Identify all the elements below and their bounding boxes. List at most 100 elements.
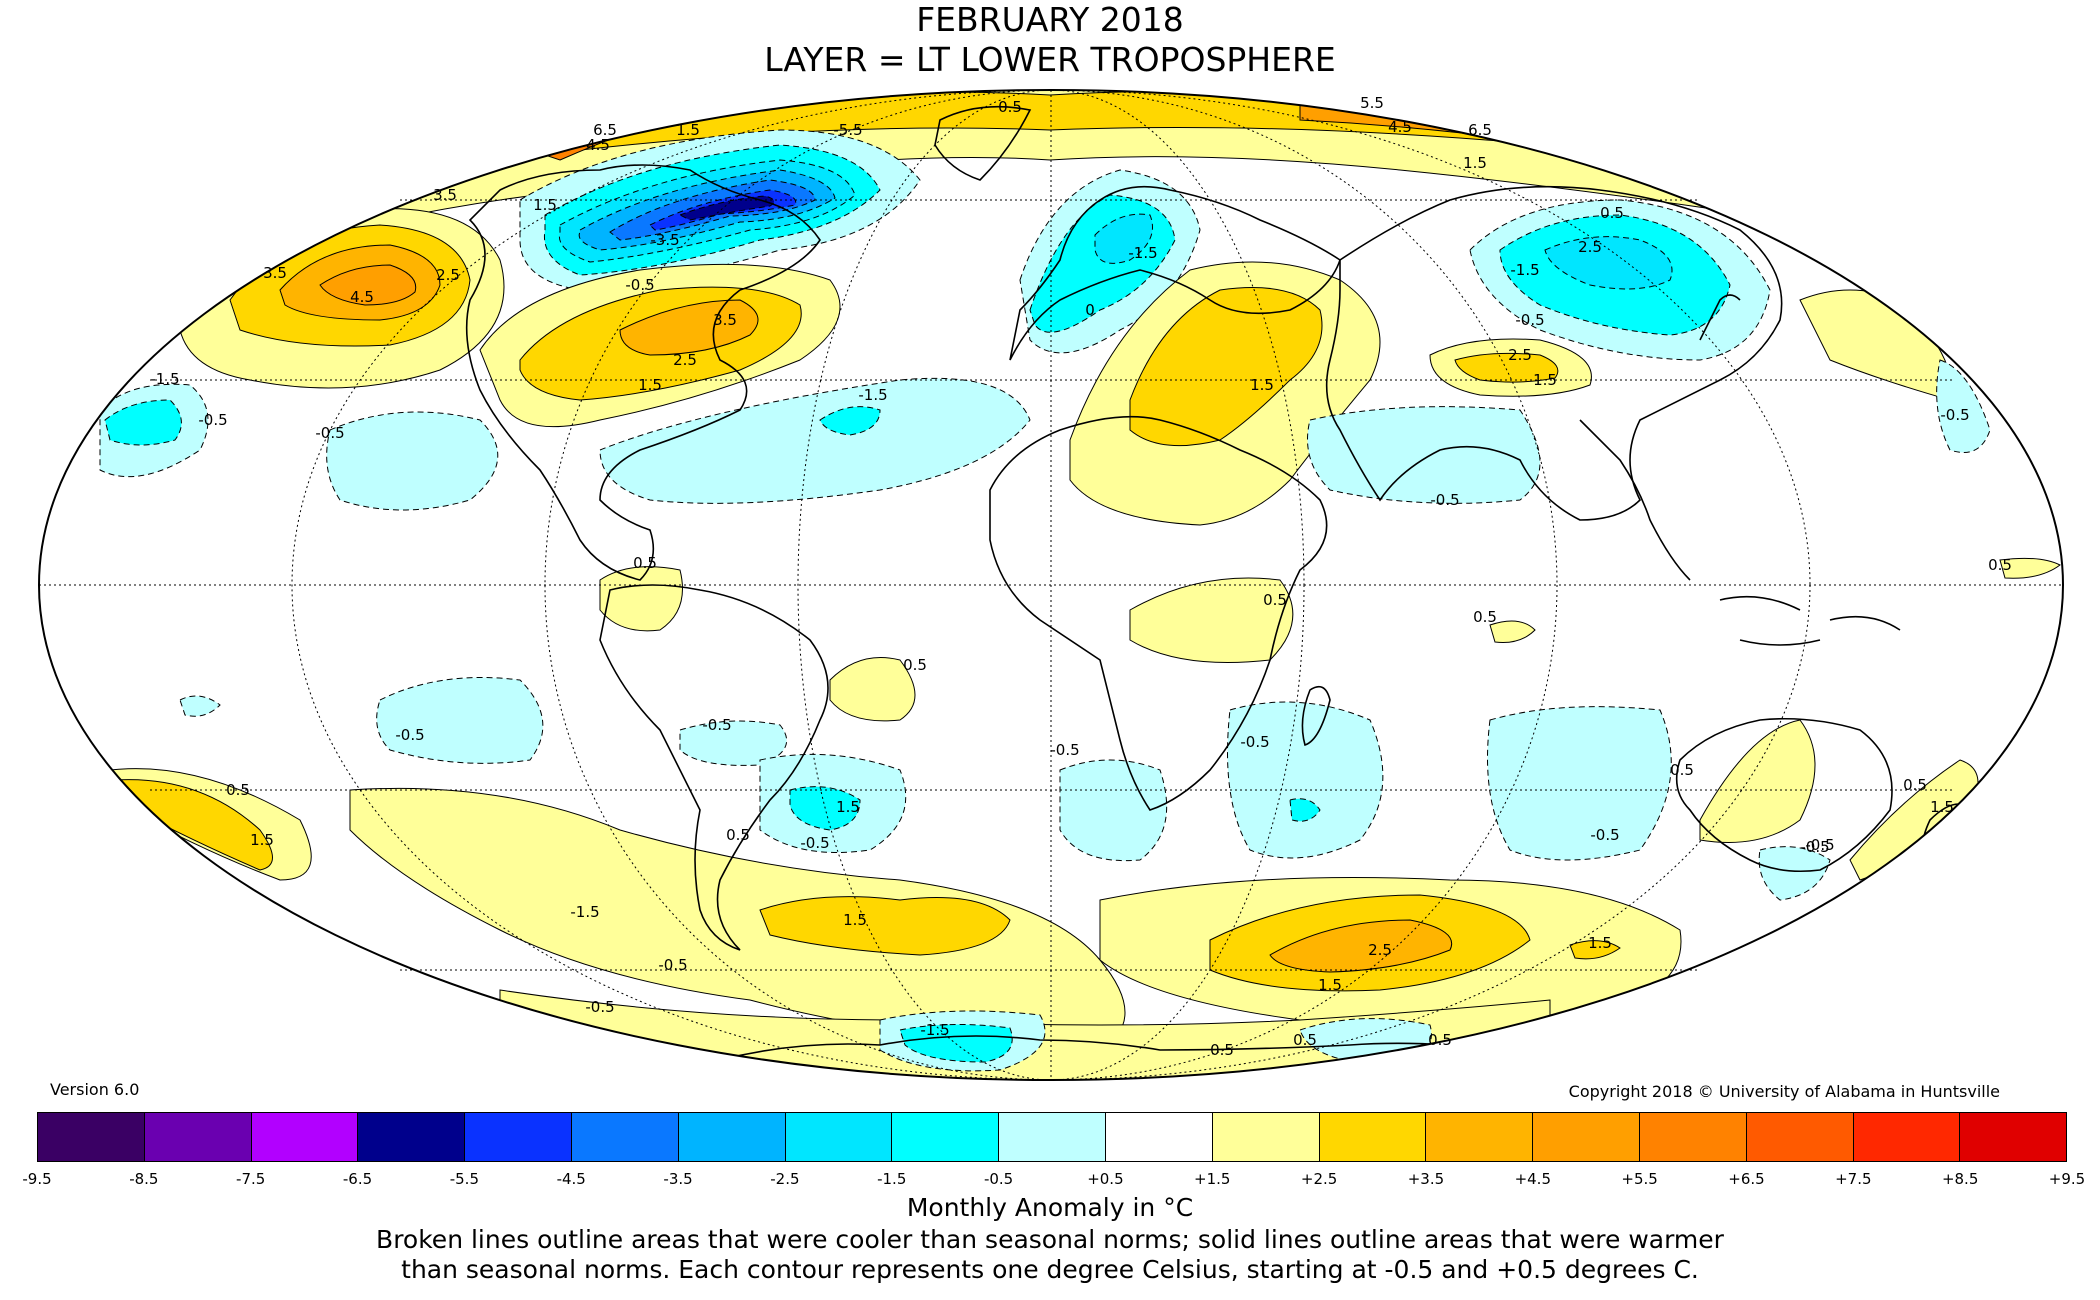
color-scale-tick-label: +5.5	[1621, 1170, 1658, 1188]
contour-label: 2.5	[1578, 238, 1602, 256]
contour-label: -0.5	[1940, 406, 1969, 424]
color-scale-cell	[358, 1113, 466, 1161]
contour-label: 0.5	[1210, 1041, 1234, 1059]
color-scale-tick-label: -8.5	[129, 1170, 159, 1188]
contour-label: -0.5	[1590, 826, 1619, 844]
map-subtitle: LAYER = LT LOWER TROPOSPHERE	[764, 40, 1336, 79]
color-scale-cell	[465, 1113, 572, 1161]
contour-label: -0.5	[702, 716, 731, 734]
contour-label: -1.5	[1510, 261, 1539, 279]
contour-label: -0.5	[625, 276, 654, 294]
contour-label: -0.5	[1515, 311, 1544, 329]
contour-label: 1.5	[533, 196, 557, 214]
contour-label: 1.5	[843, 911, 867, 929]
color-scale-tick-label: -4.5	[556, 1170, 586, 1188]
color-scale-cell	[1853, 1113, 1961, 1161]
contour-label: -1.5	[1128, 244, 1157, 262]
contour-label: -0.5	[1430, 491, 1459, 509]
contour-label: -1.5	[858, 386, 887, 404]
color-scale-cell	[38, 1113, 145, 1161]
contour-label: 1.5	[1588, 934, 1612, 952]
contour-label: -1.5	[570, 903, 599, 921]
contour-label: 0.5	[633, 554, 657, 572]
contour-label: 4.5	[586, 136, 610, 154]
color-scale-cell	[785, 1113, 893, 1161]
contour-label: 0.5	[226, 781, 250, 799]
color-scale-tick-label: +2.5	[1300, 1170, 1338, 1188]
coastlines	[465, 105, 1967, 1061]
color-scale-tick-label: -0.5	[983, 1170, 1014, 1188]
color-scale-cell	[1960, 1113, 2067, 1161]
contour-label: 4.5	[350, 288, 374, 306]
color-scale-cell	[999, 1113, 1106, 1161]
color-scale-cell	[144, 1113, 252, 1161]
contour-label: 0	[1085, 301, 1095, 319]
color-scale-tick-label: -3.5	[663, 1170, 693, 1188]
contour-label: 1.5	[1250, 376, 1274, 394]
contour-label: 0.5	[1988, 556, 2012, 574]
color-scale-tick-label: +1.5	[1194, 1170, 1231, 1188]
contour-label: -3.5	[650, 231, 679, 249]
scale-axis-label: Monthly Anomaly in °C	[906, 1193, 1194, 1222]
contour-label: 1.5	[638, 376, 662, 394]
contour-label: -5.5	[833, 121, 862, 139]
contour-label: -0.5	[658, 956, 687, 974]
anomaly-map: 6.54.51.53.54.53.5 2.51.5-3.5-5.5-0.50.5-…	[38, 89, 2064, 1081]
contour-labels: 6.54.51.53.54.53.5 2.51.5-3.5-5.5-0.50.5-…	[150, 94, 2012, 1059]
color-scale-cell	[1426, 1113, 1534, 1161]
color-scale-cell	[1639, 1113, 1747, 1161]
contour-label: 6.5	[1468, 121, 1492, 139]
contour-label: -0.5	[395, 726, 424, 744]
contour-label: -0.5	[315, 424, 344, 442]
map-title: FEBRUARY 2018	[916, 0, 1184, 39]
contour-label: 0.5	[1293, 1031, 1317, 1049]
color-scale-cell	[678, 1113, 786, 1161]
contour-label: 0.5	[1600, 204, 1624, 222]
contour-label: -0.5	[1800, 838, 1829, 856]
color-scale-tick-label: -6.5	[342, 1170, 373, 1188]
color-scale-tick-label: -5.5	[449, 1170, 479, 1188]
color-scale-tick-label: +6.5	[1728, 1170, 1765, 1188]
contour-label: 1.5	[1533, 371, 1557, 389]
contour-label: 1.5	[1463, 154, 1487, 172]
color-scale-cell	[1533, 1113, 1640, 1161]
color-scale-tick-label: +3.5	[1407, 1170, 1445, 1188]
contour-label: -1.5	[150, 370, 179, 388]
contour-label: 0.5	[903, 656, 927, 674]
contour-label: 0.5	[726, 826, 750, 844]
contour-label: 0.5	[1670, 761, 1694, 779]
color-scale-cell	[1746, 1113, 1854, 1161]
color-scale-tick-label: -1.5	[877, 1170, 907, 1188]
contour-label: -0.5	[585, 998, 614, 1016]
contour-label: 1.5	[836, 798, 860, 816]
contour-label: 2.5	[673, 351, 697, 369]
contour-label: 3.5	[433, 186, 457, 204]
color-scale-tick-label: +9.5	[2048, 1170, 2086, 1188]
color-scale-tick-label: -9.5	[22, 1170, 52, 1188]
contour-label: -0.5	[1240, 733, 1269, 751]
color-scale-cell	[251, 1113, 359, 1161]
color-scale-tick-label: +0.5	[1087, 1170, 1124, 1188]
contour-label: 1.5	[250, 831, 274, 849]
color-scale-tick-label: +7.5	[1835, 1170, 1872, 1188]
contour-label: 0.5	[1428, 1031, 1452, 1049]
contour-label: 2.5	[1508, 346, 1532, 364]
color-scale-tick-label: -7.5	[236, 1170, 266, 1188]
caption-line-2: than seasonal norms. Each contour repres…	[401, 1255, 1699, 1284]
contour-label: 2.5	[1368, 941, 1392, 959]
contour-label: 1.5	[1318, 976, 1342, 994]
color-scale-cell	[571, 1113, 679, 1161]
anomaly-fields	[99, 90, 2061, 1080]
color-scale-tick-label: +4.5	[1514, 1170, 1551, 1188]
contour-label: -0.5	[1805, 836, 1834, 854]
version-label: Version 6.0	[50, 1080, 140, 1099]
color-scale-tick-label: -2.5	[770, 1170, 800, 1188]
contour-label: 0.5	[1263, 591, 1287, 609]
contour-label: 4.5	[1388, 118, 1412, 136]
color-scale-bar	[37, 1112, 2067, 1162]
contour-label: 0.5	[1903, 776, 1927, 794]
caption-line-1: Broken lines outline areas that were coo…	[376, 1225, 1724, 1254]
color-scale-tick-label: +8.5	[1941, 1170, 1979, 1188]
contour-label: -0.5	[1050, 741, 1079, 759]
contour-label: 0.5	[1473, 608, 1497, 626]
